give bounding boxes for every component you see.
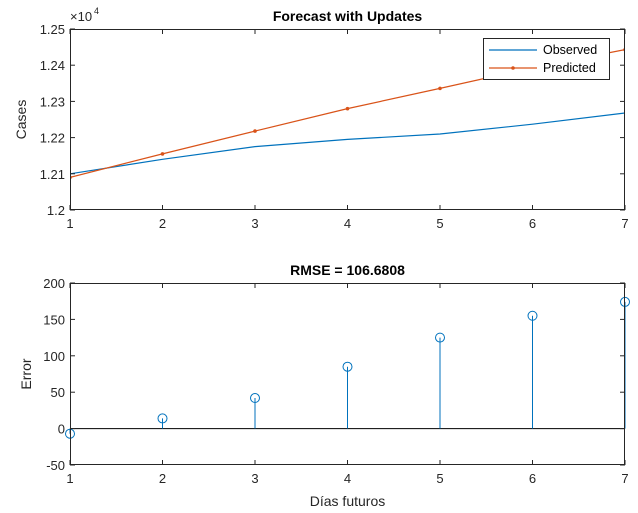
series-point-predicted: [345, 106, 350, 111]
forecast-xtick-label: 4: [344, 216, 351, 231]
series-point-predicted: [253, 129, 257, 133]
error-ytick-label: -50: [46, 458, 65, 473]
forecast-xtick-label: 1: [66, 216, 73, 231]
forecast-ytick-label: 1.2: [47, 203, 65, 218]
error-xtick-label: 2: [159, 471, 166, 486]
error-ytick-label: 200: [43, 276, 65, 291]
error-ytick-label: 150: [43, 312, 65, 327]
error-stem-marker: [435, 332, 445, 343]
legend-entry-observed: Observed: [543, 43, 597, 57]
forecast-ylabel: Cases: [13, 100, 29, 140]
error-ytick-label: 100: [43, 349, 65, 364]
error-xtick-label: 3: [251, 471, 258, 486]
error-xtick-label: 6: [529, 471, 536, 486]
error-title: RMSE = 106.6808: [290, 262, 405, 278]
series-point-predicted: [438, 86, 442, 91]
legend-marker-predicted: [511, 66, 515, 70]
error-stem-marker: [527, 310, 538, 321]
forecast-legend[interactable]: Observed Predicted: [483, 38, 610, 80]
legend-entry-predicted: Predicted: [543, 61, 596, 75]
forecast-xtick-label: 3: [251, 216, 258, 231]
error-stem-marker: [157, 413, 168, 424]
error-ticks-group: 1 2 3 4 5 6 7 -50 0 50 100 150 200: [43, 276, 628, 486]
error-xtick-label: 1: [66, 471, 73, 486]
series-point-predicted: [160, 152, 165, 156]
forecast-xtick-label: 7: [621, 216, 628, 231]
error-ytick-label: 0: [58, 422, 65, 437]
error-xtick-label: 5: [436, 471, 443, 486]
forecast-xtick-label: 6: [529, 216, 536, 231]
forecast-ytick-label: 1.23: [40, 94, 65, 109]
forecast-ticks-group: 1 2 3 4 5 6 7 1.2 1.21 1.22 1.23 1.24 1.25: [40, 22, 629, 231]
forecast-ytick-label: 1.25: [40, 22, 65, 37]
forecast-xtick-label: 2: [159, 216, 166, 231]
forecast-ytick-label: 1.21: [40, 167, 65, 182]
forecast-title: Forecast with Updates: [273, 8, 423, 24]
error-ytick-label: 50: [51, 385, 65, 400]
error-stem-marker: [342, 361, 353, 372]
forecast-ytick-label: 1.24: [40, 58, 65, 73]
error-stem-marker: [250, 393, 260, 404]
error-xtick-label: 7: [621, 471, 628, 486]
exponent-power: 4: [94, 6, 99, 16]
error-xtick-label: 4: [344, 471, 351, 486]
error-axes: 1 2 3 4 5 6 7 -50 0 50 100 150 200 RMSE = 106.6808 E…: [18, 262, 630, 509]
series-line-observed: [70, 112, 625, 175]
forecast-axes: 1 2 3 4 5 6 7 1.2 1.21 1.22 1.23 1.24 1.25 Forecast …: [13, 6, 629, 231]
forecast-exponent-label: ×10 4: [70, 6, 99, 24]
forecast-ytick-label: 1.22: [40, 131, 65, 146]
error-xlabel: Días futuros: [310, 493, 385, 509]
legend-box: [483, 38, 610, 80]
error-ylabel: Error: [18, 358, 34, 389]
forecast-xtick-label: 5: [436, 216, 443, 231]
exponent-base: ×10: [70, 9, 92, 24]
